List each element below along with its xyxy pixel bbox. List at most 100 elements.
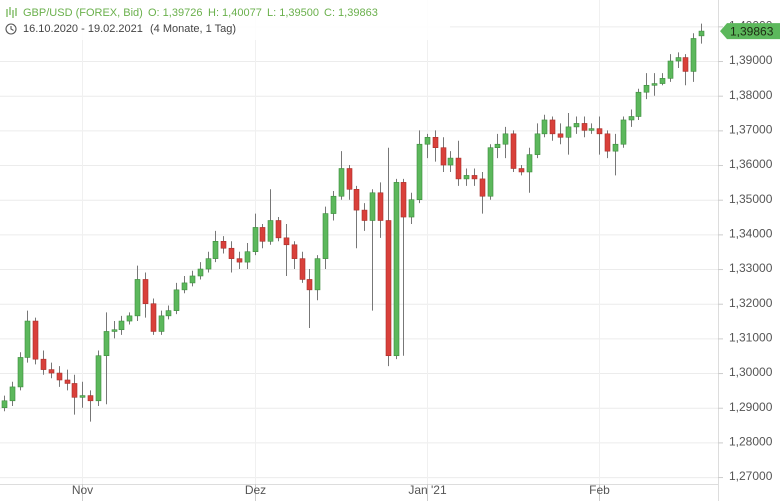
candle-body [455, 157, 462, 180]
grid [0, 0, 718, 484]
candle-body [479, 178, 486, 197]
candle-body [667, 60, 674, 79]
candle-body [494, 143, 501, 148]
candle-body [150, 303, 157, 332]
candle-body [220, 241, 227, 249]
candle-body [635, 91, 642, 117]
candle-body [416, 143, 423, 201]
candle-body [698, 30, 705, 37]
candle-body [651, 83, 658, 86]
candle-body [557, 133, 564, 138]
candle-body [487, 147, 494, 197]
candle-body [299, 258, 306, 280]
candle-body [173, 289, 180, 311]
candle-body [283, 237, 290, 246]
candle-body [142, 279, 149, 305]
candle-body [306, 279, 313, 291]
candle-body [588, 128, 595, 131]
candle-body [612, 143, 619, 152]
candle-body [126, 315, 133, 322]
candle-body [628, 116, 635, 121]
candle-body [118, 320, 125, 331]
candle-body [604, 133, 611, 152]
candle-body [79, 395, 86, 398]
candle-body [24, 320, 31, 358]
candle-body [197, 268, 204, 277]
candle-body [205, 258, 212, 270]
y-tick-label: 1,35000 [729, 192, 773, 206]
candle-body [659, 78, 666, 84]
candle-body [322, 213, 329, 259]
span: (4 Monate, 1 Tag) [150, 23, 236, 35]
candle-body [581, 123, 588, 131]
candle-body [48, 369, 55, 374]
candle-body [541, 119, 548, 135]
candle-body [71, 383, 78, 398]
candle-body [408, 199, 415, 218]
candle-body [291, 244, 298, 259]
candle-body [620, 119, 627, 145]
quote-low: L: 1,39500 [267, 7, 319, 19]
candle-body [32, 320, 39, 360]
candle-body [643, 84, 650, 93]
candle-body [134, 279, 141, 317]
candle-body [463, 175, 470, 180]
candles [1, 23, 705, 422]
y-tick-label: 1,37000 [729, 123, 773, 137]
candle-body [377, 192, 384, 221]
candle-body [385, 220, 392, 357]
candle-body [64, 379, 71, 384]
quote-high: H: 1,40077 [208, 7, 262, 19]
candle-body [526, 154, 533, 173]
candle-body [675, 57, 682, 62]
candle-body [244, 251, 251, 263]
candle-body [424, 136, 431, 145]
candle-body [236, 258, 243, 263]
candle-body [111, 329, 118, 332]
candle-body [346, 168, 353, 190]
candle-body [56, 372, 63, 381]
x-tick-label: Dez [245, 483, 266, 497]
candle-body [400, 182, 407, 218]
candle-body [549, 119, 556, 135]
candle-body [447, 157, 454, 166]
candle-body [534, 133, 541, 155]
quote-open: O: 1,39726 [148, 7, 202, 19]
candle-body [353, 189, 360, 211]
y-tick-label: 1,28000 [729, 435, 773, 449]
candle-body [17, 357, 24, 388]
last-price-marker [720, 23, 780, 40]
candle-body [330, 195, 337, 214]
candle-body [275, 220, 282, 239]
candle-body [228, 247, 235, 259]
candle-body [682, 57, 689, 72]
x-tick-label: Feb [589, 483, 610, 497]
candle-body [596, 128, 603, 135]
header-bg [0, 0, 450, 40]
candle-body [158, 315, 165, 332]
candle-body [9, 386, 16, 402]
candle-body [361, 209, 368, 221]
last-price-label: 1,39863 [730, 24, 774, 38]
candle-body [510, 133, 517, 169]
candle-body [189, 275, 196, 284]
candle-body [103, 331, 110, 357]
candle-body [440, 147, 447, 166]
candle-body [181, 282, 188, 291]
quote-close: C: 1,39863 [324, 7, 378, 19]
candle-body [518, 168, 525, 173]
y-tick-label: 1,34000 [729, 227, 773, 241]
y-tick-label: 1,27000 [729, 469, 773, 483]
axes: 1,27000 1,28000 1,29000 1,30000 1,31000 1,320… [72, 19, 780, 501]
candle-body [573, 123, 580, 128]
candle-body [259, 227, 266, 242]
candle-body [212, 241, 219, 259]
y-tick-label: 1,31000 [729, 331, 773, 345]
candle-body [314, 258, 321, 291]
candle-body [252, 227, 259, 253]
candle-body [95, 355, 102, 402]
x-tick-label: Jan '21 [408, 483, 447, 497]
candle-body [502, 133, 509, 145]
y-tick-label: 1,29000 [729, 400, 773, 414]
